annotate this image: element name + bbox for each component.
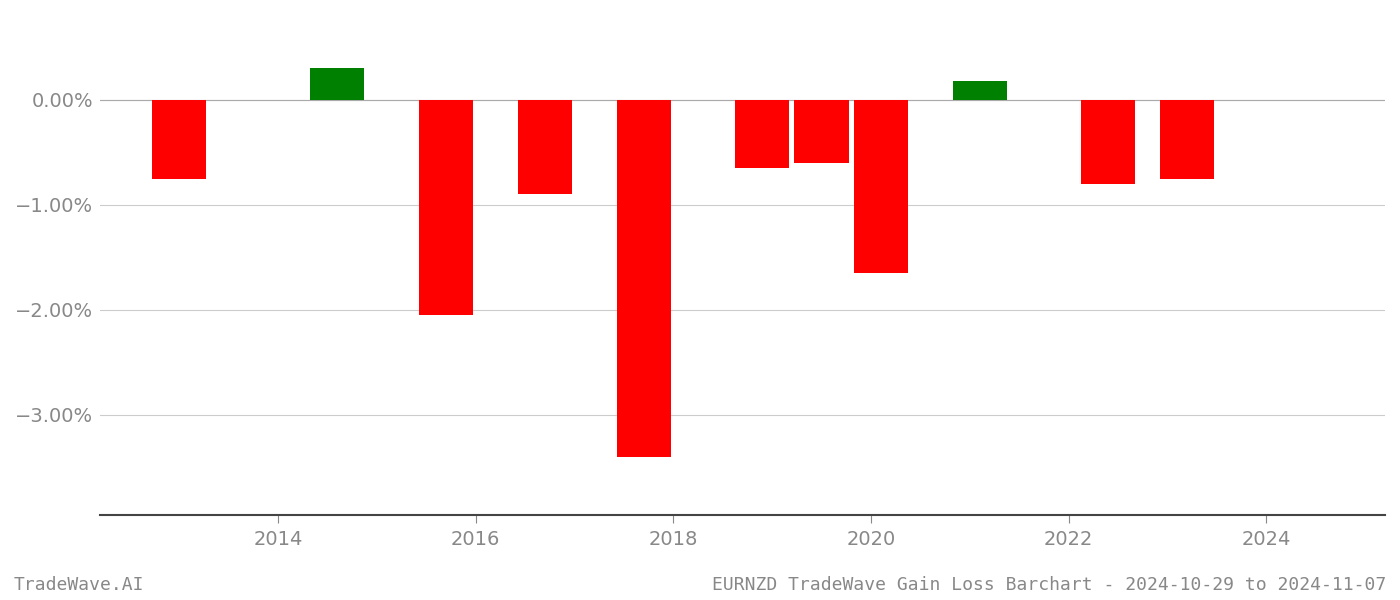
Bar (153, 100, 206, 179)
Bar (794, 100, 848, 163)
Bar (952, 81, 1007, 100)
Bar (854, 100, 909, 273)
Bar (616, 100, 671, 457)
Bar (735, 100, 790, 168)
Bar (1161, 100, 1214, 179)
Text: EURNZD TradeWave Gain Loss Barchart - 2024-10-29 to 2024-11-07: EURNZD TradeWave Gain Loss Barchart - 20… (711, 576, 1386, 594)
Bar (518, 100, 573, 194)
Text: TradeWave.AI: TradeWave.AI (14, 576, 144, 594)
Bar (1081, 100, 1135, 184)
Bar (311, 68, 364, 100)
Bar (419, 100, 473, 315)
